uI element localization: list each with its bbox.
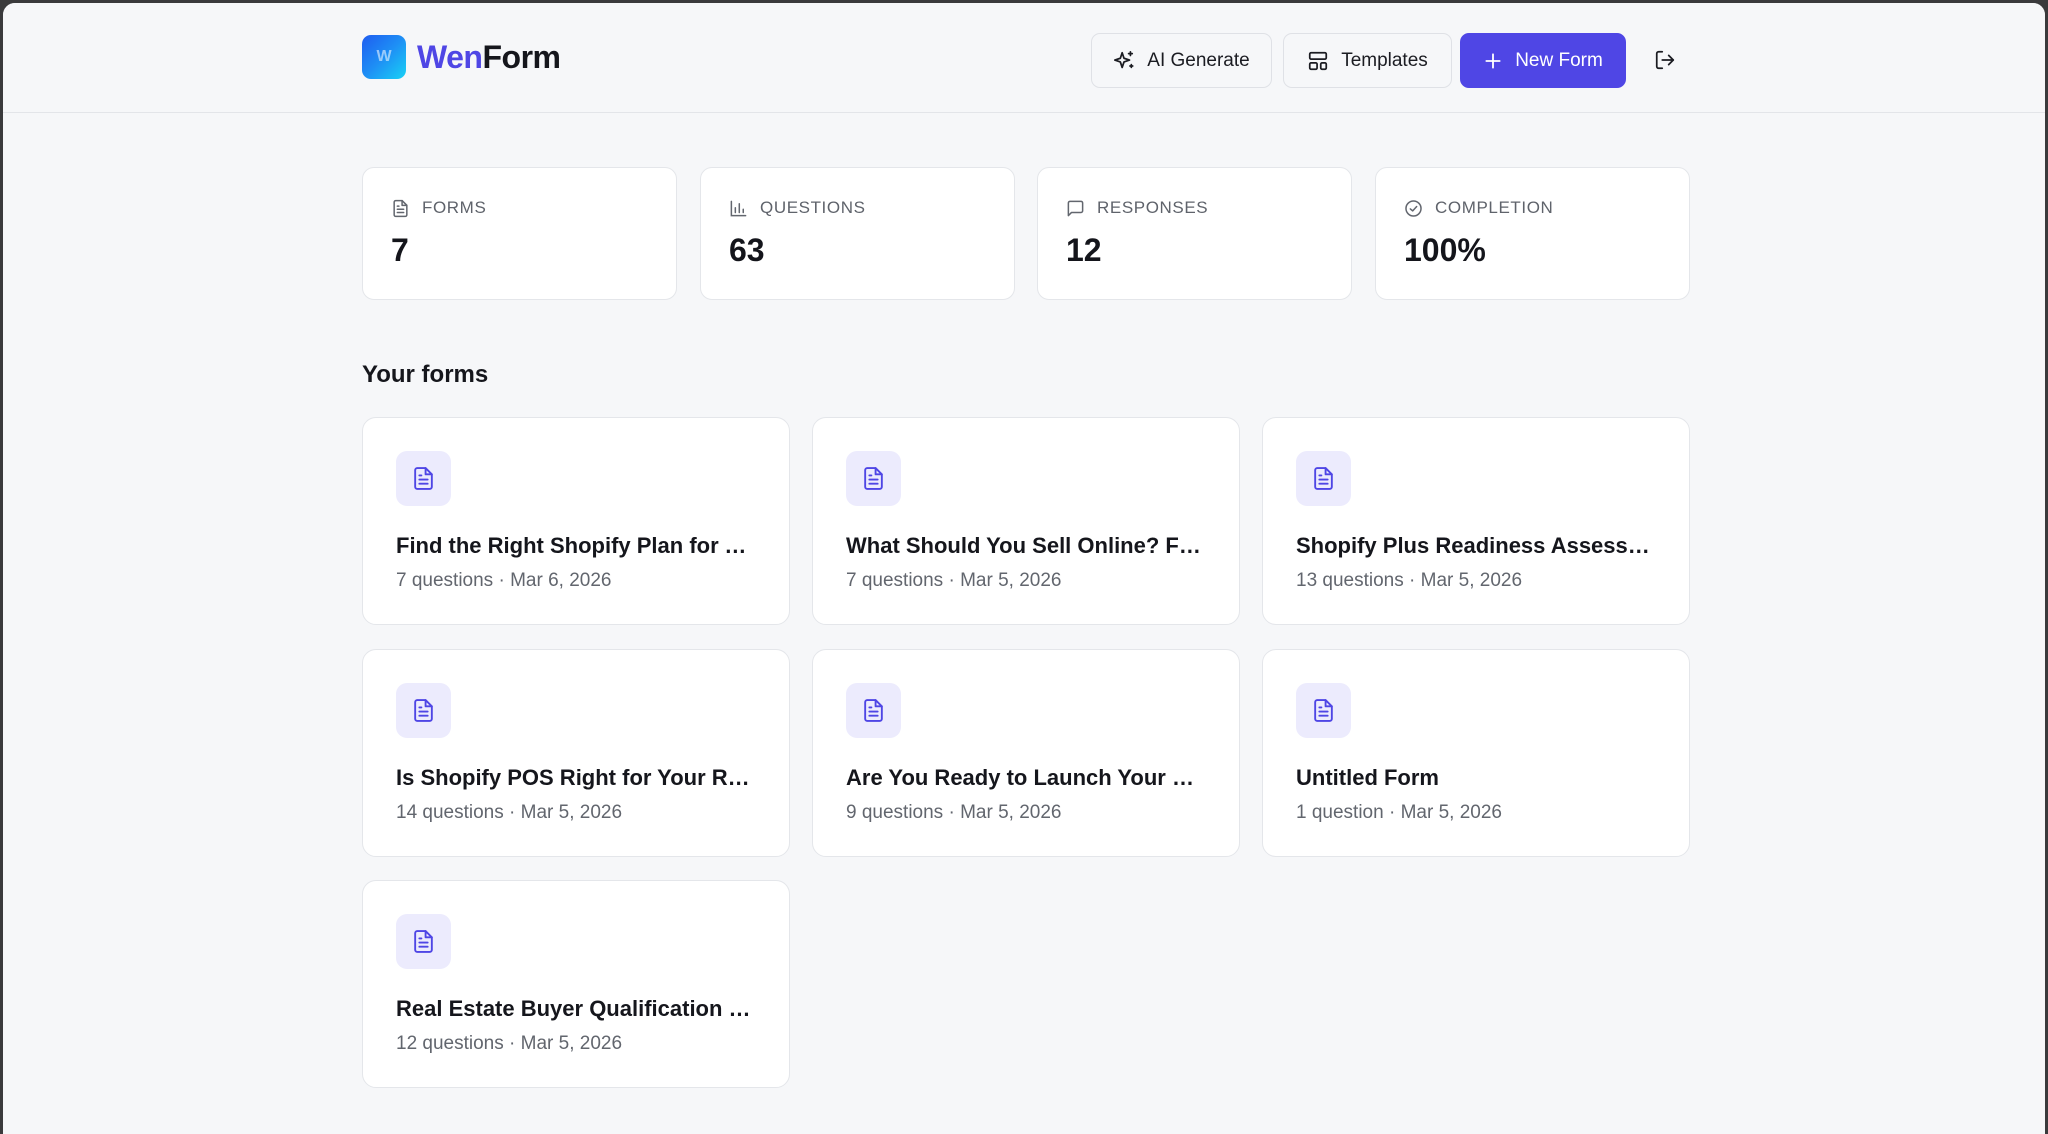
- stat-label-text: QUESTIONS: [760, 198, 866, 217]
- stat-label-text: COMPLETION: [1435, 198, 1554, 217]
- stat-label-text: FORMS: [422, 198, 487, 217]
- stat-value-responses: 12: [1066, 232, 1102, 268]
- form-meta: 7 questions · Mar 6, 2026: [396, 570, 612, 591]
- stat-value-completion: 100%: [1404, 232, 1486, 268]
- logout-button[interactable]: [1648, 43, 1682, 77]
- stat-label-responses: RESPONSES: [1066, 198, 1208, 218]
- form-card[interactable]: What Should You Sell Online? Find Your N…: [812, 417, 1240, 625]
- ai-generate-label: AI Generate: [1147, 49, 1250, 71]
- message-square-icon: [1067, 200, 1084, 216]
- top-bar: W WenForm AI Generate Templates: [3, 3, 2045, 113]
- form-title: Shopify Plus Readiness Assessment: [1296, 533, 1656, 558]
- form-card[interactable]: Find the Right Shopify Plan for Your Bus…: [362, 417, 790, 625]
- form-meta: 1 question · Mar 5, 2026: [1296, 802, 1502, 823]
- form-icon-badge: [1296, 451, 1351, 506]
- form-title: Real Estate Buyer Qualification Quiz: [396, 996, 756, 1021]
- form-icon-badge: [396, 914, 451, 969]
- stat-label-forms: FORMS: [391, 198, 486, 218]
- brand-name-part2: Form: [482, 38, 561, 75]
- file-text-icon: [1314, 699, 1333, 722]
- form-title: Find the Right Shopify Plan for Your Bus…: [396, 533, 756, 558]
- form-meta: 7 questions · Mar 5, 2026: [846, 570, 1062, 591]
- file-text-icon: [864, 467, 883, 490]
- new-form-button[interactable]: New Form: [1460, 33, 1626, 88]
- stat-label-questions: QUESTIONS: [729, 198, 866, 218]
- check-circle-icon: [1405, 199, 1422, 217]
- file-text-icon: [414, 699, 433, 722]
- form-icon-badge: [846, 451, 901, 506]
- stat-card-responses: RESPONSES 12: [1037, 167, 1352, 300]
- form-meta: 14 questions · Mar 5, 2026: [396, 802, 623, 823]
- form-icon-badge: [396, 683, 451, 738]
- form-title: What Should You Sell Online? Find Your N…: [846, 533, 1206, 558]
- wenform-logo-icon: W: [362, 35, 406, 79]
- form-card[interactable]: Is Shopify POS Right for Your Retail Sto…: [362, 649, 790, 857]
- form-meta: 13 questions · Mar 5, 2026: [1296, 570, 1523, 591]
- app-window: W WenForm AI Generate Templates: [3, 3, 2045, 1134]
- plus-icon: [1485, 52, 1501, 69]
- form-card[interactable]: Real Estate Buyer Qualification Quiz 12 …: [362, 880, 790, 1088]
- stat-label-completion: COMPLETION: [1404, 198, 1553, 218]
- ai-generate-button[interactable]: AI Generate: [1091, 33, 1272, 88]
- form-title: Is Shopify POS Right for Your Retail Sto…: [396, 765, 756, 790]
- stat-value-questions: 63: [729, 232, 765, 268]
- templates-button[interactable]: Templates: [1283, 33, 1452, 88]
- form-meta: 9 questions · Mar 5, 2026: [846, 802, 1062, 823]
- stat-card-completion: COMPLETION 100%: [1375, 167, 1690, 300]
- form-meta: 12 questions · Mar 5, 2026: [396, 1033, 623, 1054]
- file-text-icon: [414, 930, 433, 953]
- stat-card-questions: QUESTIONS 63: [700, 167, 1015, 300]
- file-text-icon: [864, 699, 883, 722]
- form-card[interactable]: Are You Ready to Launch Your Online Stor…: [812, 649, 1240, 857]
- log-out-icon: [1655, 50, 1675, 70]
- new-form-label: New Form: [1515, 49, 1603, 71]
- stat-label-text: RESPONSES: [1097, 198, 1209, 217]
- form-card[interactable]: Untitled Form 1 question · Mar 5, 2026: [1262, 649, 1690, 857]
- form-card[interactable]: Shopify Plus Readiness Assessment 13 que…: [1262, 417, 1690, 625]
- logo-letter: W: [376, 48, 392, 65]
- file-text-icon: [393, 199, 408, 217]
- brand-name: WenForm: [417, 38, 561, 76]
- bar-chart-icon: [730, 200, 747, 216]
- brand-name-part1: Wen: [417, 38, 483, 75]
- templates-label: Templates: [1341, 49, 1428, 71]
- form-title: Are You Ready to Launch Your Online Stor…: [846, 765, 1206, 790]
- layout-template-icon: [1309, 51, 1328, 70]
- form-icon-badge: [396, 451, 451, 506]
- stat-value-forms: 7: [391, 232, 409, 268]
- stat-card-forms: FORMS 7: [362, 167, 677, 300]
- file-text-icon: [1314, 467, 1333, 490]
- file-text-icon: [414, 467, 433, 490]
- form-icon-badge: [1296, 683, 1351, 738]
- section-title: Your forms: [362, 361, 489, 388]
- form-title: Untitled Form: [1296, 765, 1439, 790]
- sparkles-icon: [1114, 50, 1134, 68]
- form-icon-badge: [846, 683, 901, 738]
- brand[interactable]: W WenForm: [362, 35, 561, 79]
